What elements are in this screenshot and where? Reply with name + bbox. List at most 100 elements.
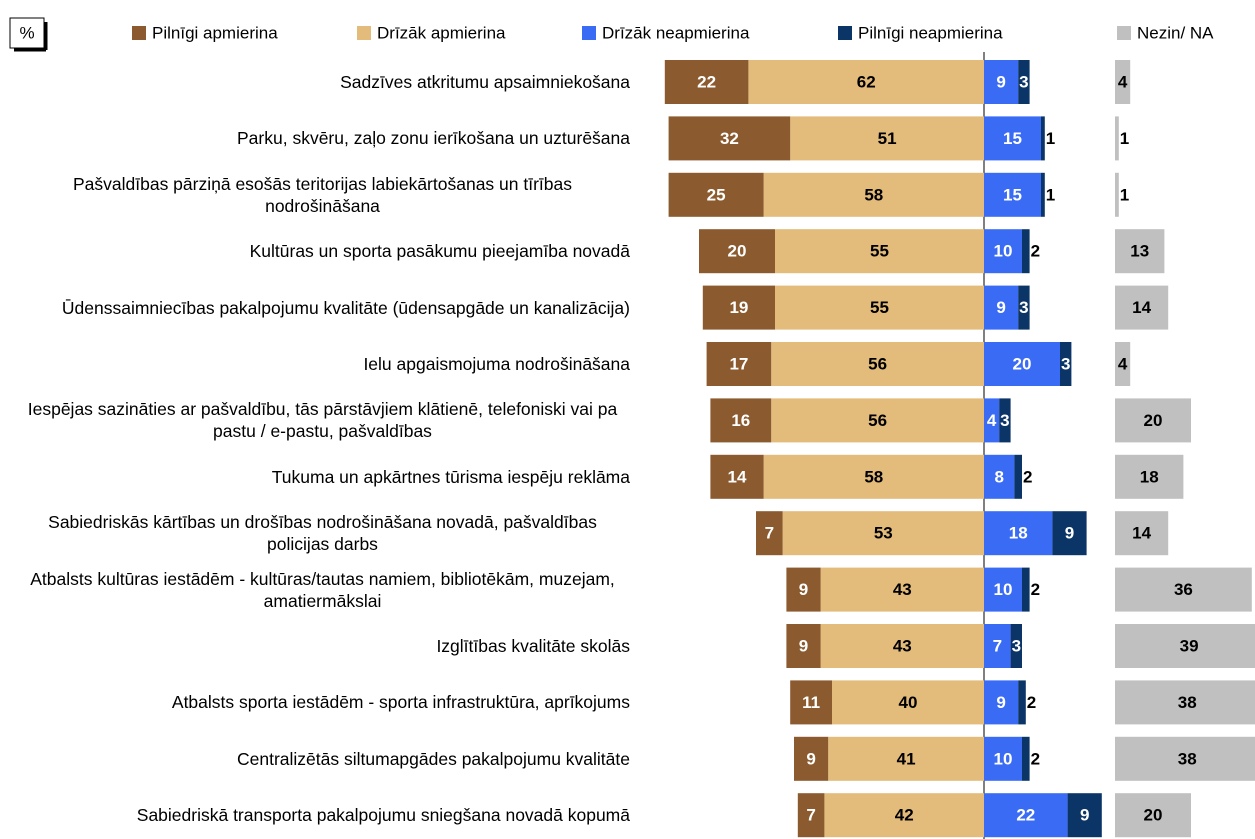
bar-segment bbox=[820, 567, 984, 612]
category-label: Ielu apgaismojuma nodrošināšana bbox=[363, 354, 630, 374]
value-label: 43 bbox=[893, 636, 912, 655]
bar-segment bbox=[984, 624, 1011, 668]
value-label: 9 bbox=[996, 298, 1005, 317]
bar-segment bbox=[668, 172, 764, 217]
bar-segment bbox=[984, 454, 1015, 499]
bar-segment bbox=[1010, 624, 1022, 668]
value-label: 1 bbox=[1120, 185, 1129, 204]
bar-segment bbox=[710, 454, 764, 499]
bar-segment bbox=[1022, 736, 1030, 781]
value-label: 3 bbox=[1000, 411, 1009, 430]
value-label: 10 bbox=[994, 242, 1013, 261]
bar-segment bbox=[794, 736, 829, 781]
value-label: 10 bbox=[994, 580, 1013, 599]
category-label: Pašvaldības pārziņā esošās teritorijas l… bbox=[72, 173, 572, 216]
category-label: Sadzīves atkritumu apsaimniekošana bbox=[340, 72, 630, 92]
legend-swatch bbox=[582, 26, 596, 40]
bar-segment bbox=[984, 398, 1000, 443]
bar-segment bbox=[820, 624, 984, 668]
value-label: 43 bbox=[893, 580, 912, 599]
value-label: 3 bbox=[1061, 354, 1070, 373]
value-label: 19 bbox=[729, 298, 748, 317]
value-label: 56 bbox=[868, 354, 887, 373]
value-label: 20 bbox=[1013, 354, 1032, 373]
value-label: 9 bbox=[996, 72, 1005, 91]
bar-segment bbox=[984, 229, 1022, 274]
value-label: 41 bbox=[897, 749, 916, 768]
value-label: 9 bbox=[996, 693, 1005, 712]
bar-segment bbox=[1115, 680, 1255, 725]
value-label: 8 bbox=[994, 467, 1003, 486]
bar-segment bbox=[1060, 342, 1072, 386]
legend-swatch bbox=[132, 26, 146, 40]
bar-segment bbox=[771, 398, 984, 443]
value-label: 4 bbox=[987, 411, 997, 430]
bar-segment bbox=[1115, 398, 1191, 443]
legend-label: Pilnīgi apmierina bbox=[152, 23, 278, 42]
bar-segment bbox=[1018, 285, 1030, 330]
category-label: Ūdenssaimniecības pakalpojumu kvalitāte … bbox=[61, 297, 630, 318]
value-label: 14 bbox=[1132, 524, 1151, 543]
bar-segment bbox=[984, 511, 1053, 556]
bar-segment bbox=[702, 285, 775, 330]
bar-segment bbox=[763, 454, 984, 499]
bar-segment bbox=[984, 285, 1019, 330]
bar-segment bbox=[1115, 285, 1169, 330]
category-label: Atbalsts sporta iestādēm - sporta infras… bbox=[171, 692, 630, 713]
value-label: 2 bbox=[1031, 749, 1040, 768]
value-label: 7 bbox=[806, 806, 815, 825]
value-label: 2 bbox=[1031, 242, 1040, 261]
category-label: Iespējas sazināties ar pašvaldību, tās p… bbox=[27, 399, 618, 442]
bar-segment bbox=[1022, 229, 1030, 274]
bar-segment bbox=[775, 229, 984, 274]
category-label: Parku, skvēru, zaļo zonu ierīkošana un u… bbox=[237, 128, 630, 149]
bar-segment bbox=[1115, 567, 1252, 612]
value-label: 7 bbox=[993, 636, 1002, 655]
bar-segment bbox=[790, 680, 832, 725]
category-label: Izglītības kvalitāte skolās bbox=[436, 636, 630, 656]
bar-segment bbox=[1115, 736, 1255, 781]
value-label: 2 bbox=[1023, 467, 1032, 486]
bar-segment bbox=[775, 285, 984, 330]
bar-segment bbox=[984, 680, 1019, 725]
bar-segment bbox=[984, 342, 1060, 386]
value-label: 40 bbox=[899, 693, 918, 712]
bar-segment bbox=[1115, 342, 1131, 386]
value-label: 4 bbox=[1118, 72, 1128, 91]
unit-label: % bbox=[19, 23, 34, 42]
value-label: 42 bbox=[895, 806, 914, 825]
value-label: 39 bbox=[1180, 636, 1199, 655]
bar-segment bbox=[790, 116, 984, 161]
value-label: 25 bbox=[707, 185, 726, 204]
value-label: 3 bbox=[1019, 298, 1028, 317]
bar-segment bbox=[1115, 60, 1131, 104]
value-label: 9 bbox=[806, 749, 815, 768]
value-label: 2 bbox=[1031, 580, 1040, 599]
value-label: 56 bbox=[868, 411, 887, 430]
bar-segment bbox=[828, 736, 984, 781]
bar-segment bbox=[782, 511, 984, 556]
value-label: 20 bbox=[728, 242, 747, 261]
bar-segment bbox=[756, 511, 783, 556]
value-label: 17 bbox=[729, 354, 748, 373]
value-label: 13 bbox=[1130, 242, 1149, 261]
bar-segment bbox=[1115, 454, 1184, 499]
bar-segment bbox=[763, 172, 984, 217]
legend-swatch bbox=[357, 26, 371, 40]
bar-segment bbox=[668, 116, 791, 161]
value-label: 20 bbox=[1144, 411, 1163, 430]
legend-label: Nezin/ NA bbox=[1137, 23, 1214, 42]
value-label: 1 bbox=[1120, 129, 1129, 148]
value-label: 9 bbox=[799, 580, 808, 599]
legend-swatch bbox=[838, 26, 852, 40]
value-label: 58 bbox=[864, 467, 883, 486]
bar-segment bbox=[1018, 60, 1030, 104]
value-label: 38 bbox=[1178, 749, 1197, 768]
value-label: 16 bbox=[731, 411, 750, 430]
value-label: 18 bbox=[1140, 467, 1159, 486]
value-label: 36 bbox=[1174, 580, 1193, 599]
bar-segment bbox=[984, 567, 1022, 612]
bar-segment bbox=[699, 229, 775, 274]
value-label: 38 bbox=[1178, 693, 1197, 712]
